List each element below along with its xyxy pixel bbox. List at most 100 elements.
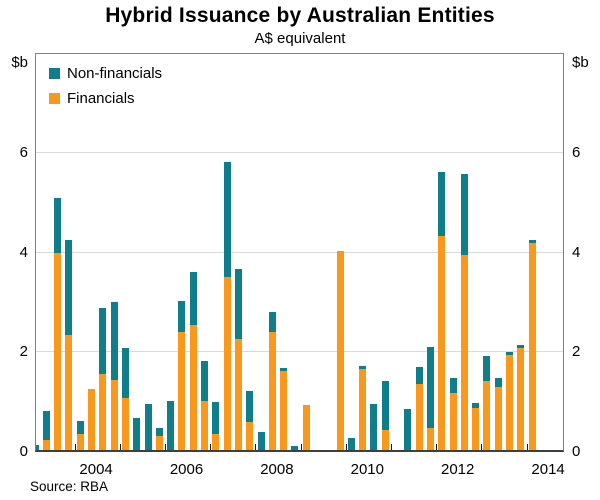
legend-item-financials: Financials — [49, 90, 162, 107]
y-axis-label-left-2: 2 — [19, 343, 28, 361]
bar-segment-non-financials-2006Q2 — [178, 301, 186, 332]
bar-segment-financials-2010Q2 — [359, 369, 367, 450]
bar-segment-non-financials-2013Q1 — [483, 356, 491, 381]
bar-segment-non-financials-2013Q2 — [494, 378, 502, 387]
bar-segment-financials-2003Q2 — [42, 440, 50, 450]
bar-segment-financials-2012Q3 — [460, 254, 468, 450]
legend: Non-financials Financials — [49, 65, 162, 115]
y-axis-unit-right: $b — [572, 54, 589, 71]
bar-segment-non-financials-2005Q1 — [121, 348, 129, 398]
bar-segment-financials-2004Q3 — [99, 374, 107, 450]
bar-segment-financials-2012Q1 — [438, 235, 446, 450]
bar-segment-financials-2005Q1 — [121, 397, 129, 450]
bar-segment-non-financials-2003Q1 — [36, 445, 39, 450]
bar-segment-financials-2003Q3 — [54, 253, 62, 450]
x-tick-2013 — [481, 444, 483, 450]
bar-segment-non-financials-2011Q3 — [415, 367, 423, 385]
bar-segment-non-financials-2006Q1 — [167, 401, 175, 450]
bar-segment-non-financials-2003Q3 — [54, 198, 62, 253]
gridline-2 — [36, 351, 563, 353]
bar-segment-non-financials-2004Q1 — [76, 421, 84, 434]
bar-segment-non-financials-2012Q3 — [460, 173, 468, 255]
bar-segment-non-financials-2007Q1 — [212, 401, 220, 434]
bar-segment-non-financials-2005Q4 — [155, 427, 163, 436]
x-axis-label-2012: 2012 — [441, 461, 475, 478]
legend-swatch-non-financials — [49, 68, 60, 79]
bar-segment-non-financials-2006Q3 — [189, 271, 197, 326]
bar-segment-financials-2006Q3 — [189, 325, 197, 450]
legend-label-non-financials: Non-financials — [67, 65, 163, 82]
x-tick-2008 — [255, 444, 257, 450]
bar-segment-financials-2008Q2 — [268, 331, 276, 450]
x-axis-label-2008: 2008 — [260, 461, 294, 478]
x-tick-2004 — [74, 444, 76, 450]
bar-segment-financials-2007Q3 — [234, 338, 242, 450]
bar-segment-non-financials-2012Q2 — [449, 377, 457, 393]
bar-segment-financials-2008Q3 — [280, 371, 288, 450]
x-tick-2006 — [164, 444, 166, 450]
x-tick-2010 — [345, 444, 347, 450]
bar-segment-financials-2009Q1 — [302, 405, 310, 450]
legend-item-non-financials: Non-financials — [49, 65, 162, 82]
legend-label-financials: Financials — [67, 90, 135, 107]
x-tick-2014 — [526, 444, 528, 450]
x-tick-2011 — [390, 444, 392, 450]
bar-segment-non-financials-2004Q3 — [99, 307, 107, 375]
bar-segment-non-financials-2012Q1 — [438, 171, 446, 236]
bar-segment-non-financials-2007Q3 — [234, 269, 242, 339]
bar-segment-non-financials-2013Q3 — [506, 352, 514, 356]
bar-segment-financials-2013Q1 — [483, 380, 491, 450]
x-tick-2009 — [300, 444, 302, 450]
bar-segment-non-financials-2014Q1 — [528, 239, 536, 243]
bar-segment-non-financials-2003Q2 — [42, 411, 50, 440]
x-axis-label-2006: 2006 — [169, 461, 204, 478]
bar-segment-financials-2003Q4 — [65, 335, 73, 450]
chart-subtitle: A$ equivalent — [254, 30, 346, 47]
bar-segment-non-financials-2013Q4 — [517, 345, 525, 349]
bar-segment-non-financials-2010Q1 — [347, 437, 355, 450]
bar-segment-financials-2014Q1 — [528, 243, 536, 450]
bar-segment-financials-2013Q4 — [517, 348, 525, 450]
source-note: Source: RBA — [30, 479, 109, 494]
x-tick-2007 — [210, 444, 212, 450]
bar-segment-non-financials-2012Q4 — [472, 403, 480, 408]
bar-segment-non-financials-2010Q4 — [381, 380, 389, 430]
bar-segment-financials-2005Q4 — [155, 436, 163, 450]
bar-segment-financials-2013Q3 — [506, 355, 514, 450]
y-axis-label-right-0: 0 — [572, 443, 581, 460]
y-axis-unit-left: $b — [11, 54, 28, 71]
bar-segment-non-financials-2011Q4 — [426, 347, 434, 428]
legend-swatch-financials — [49, 93, 60, 104]
bar-segment-non-financials-2011Q2 — [404, 409, 412, 450]
x-axis-label-2004: 2004 — [79, 461, 113, 478]
y-axis-label-right-6: 6 — [572, 143, 581, 161]
bar-segment-non-financials-2008Q3 — [280, 368, 288, 372]
bar-segment-financials-2011Q3 — [415, 384, 423, 450]
bar-segment-financials-2012Q2 — [449, 392, 457, 450]
bar-segment-non-financials-2007Q4 — [246, 390, 254, 422]
gridline-6 — [36, 151, 563, 153]
bar-segment-financials-2012Q4 — [472, 407, 480, 450]
y-axis-label-left-4: 4 — [19, 243, 28, 261]
bar-segment-non-financials-2008Q4 — [291, 446, 299, 450]
y-axis-label-left-0: 0 — [19, 443, 28, 460]
bar-segment-financials-2004Q1 — [76, 434, 84, 450]
x-tick-2012 — [436, 444, 438, 450]
gridline-4 — [36, 251, 563, 253]
bar-segment-financials-2007Q2 — [223, 276, 231, 450]
bar-segment-financials-2007Q4 — [246, 421, 254, 450]
bar-segment-non-financials-2008Q1 — [257, 431, 265, 450]
bar-segment-non-financials-2008Q2 — [268, 311, 276, 332]
bar-segment-non-financials-2004Q4 — [110, 301, 118, 381]
y-axis-label-right-2: 2 — [572, 343, 581, 361]
bar-segment-financials-2004Q2 — [87, 389, 95, 450]
chart-title: Hybrid Issuance by Australian Entities — [105, 4, 495, 27]
x-tick-2005 — [119, 444, 121, 450]
bar-segment-financials-2004Q4 — [110, 380, 118, 450]
bar-segment-financials-2011Q4 — [426, 427, 434, 450]
plot-area: Non-financials Financials — [35, 53, 564, 452]
bar-segment-non-financials-2005Q2 — [133, 418, 141, 450]
x-axis-label-2014: 2014 — [531, 461, 565, 478]
bar-segment-financials-2013Q2 — [494, 386, 502, 450]
